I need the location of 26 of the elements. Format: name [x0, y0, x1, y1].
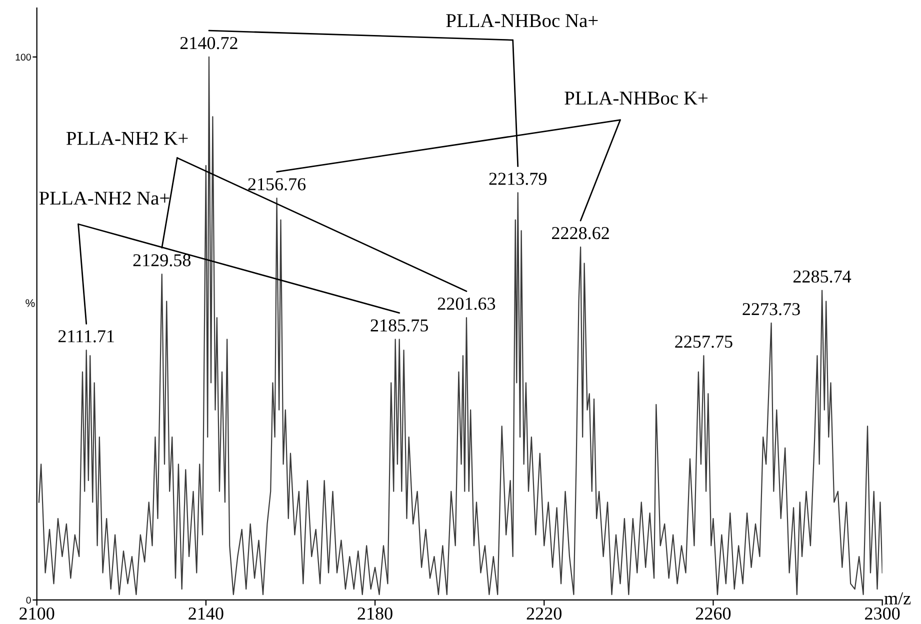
- annotation: PLLA-NH2 Na+: [39, 192, 170, 205]
- annotation: 2111.71: [58, 330, 114, 342]
- annotation: 2285.74: [793, 270, 852, 283]
- annotation: 2185.75: [370, 319, 428, 332]
- x-tick-label: 2260: [696, 607, 731, 620]
- x-tick-label: 2180: [358, 607, 392, 620]
- x-tick-label: 2140: [188, 607, 224, 620]
- x-tick-label: 2220: [526, 607, 562, 620]
- annotation: 2273.73: [742, 303, 800, 316]
- y-tick-label: 100: [16, 54, 31, 61]
- annotation: 2228.62: [552, 227, 609, 240]
- x-axis-title: m/z: [884, 592, 911, 604]
- annotation: 2156.76: [248, 178, 306, 190]
- annotation: PLLA-NH2 K+: [66, 132, 188, 145]
- annotation: 2140.72: [180, 36, 238, 50]
- annotation: PLLA-NHBoc Na+: [446, 14, 598, 28]
- annotation: PLLA-NHBoc K+: [564, 92, 708, 105]
- x-tick-label: 2300: [865, 607, 900, 620]
- annotation: 2129.58: [133, 254, 191, 266]
- annotation: 2257.75: [675, 336, 732, 348]
- annotation: 2213.79: [489, 172, 546, 185]
- y-tick-label: 0: [26, 596, 31, 604]
- y-axis-title: %: [26, 299, 35, 307]
- x-tick-label: 2100: [20, 607, 54, 620]
- annotation: 2201.63: [438, 298, 496, 310]
- line-series: [38, 56, 882, 596]
